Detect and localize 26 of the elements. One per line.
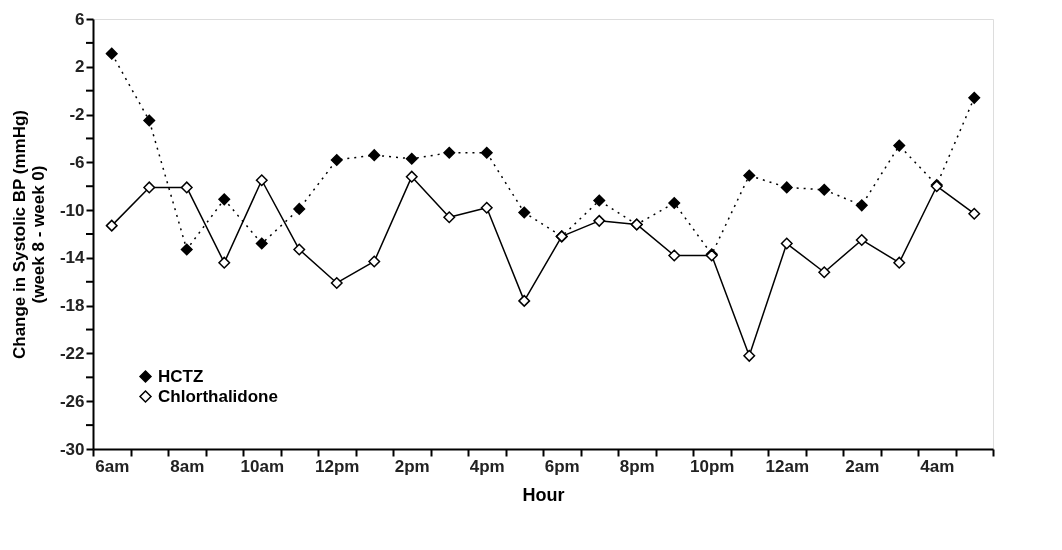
x-tick-label: 12am	[765, 456, 809, 476]
y-tick-label: -30	[59, 439, 85, 459]
legend-label: Chlorthalidone	[158, 386, 278, 406]
y-tick-label: 6	[75, 9, 85, 29]
y-tick-label: -10	[59, 200, 85, 220]
x-tick-label: 2pm	[394, 456, 430, 476]
x-tick-label: 6pm	[544, 456, 580, 476]
y-tick-label: -2	[69, 105, 85, 125]
y-tick-label: -26	[59, 391, 85, 411]
x-tick-label: 6am	[95, 456, 130, 476]
y-tick-label: -14	[59, 248, 86, 268]
x-axis-title: Hour	[522, 484, 565, 505]
x-tick-label: 10am	[240, 456, 284, 476]
x-tick-label: 4pm	[469, 456, 505, 476]
y-axis-title: Change in Systolic BP (mmHg) (week 8 - week 0)	[9, 109, 48, 360]
y-tick-label: -6	[69, 152, 85, 172]
x-tick-label: 12pm	[315, 456, 360, 476]
y-tick-label: -18	[59, 296, 85, 316]
x-tick-label: 10pm	[690, 456, 735, 476]
legend-label: HCTZ	[158, 366, 204, 386]
y-tick-label: -22	[59, 343, 85, 363]
x-tick-label: 4am	[920, 456, 955, 476]
y-tick-label: 2	[75, 57, 85, 77]
x-tick-label: 8am	[170, 456, 205, 476]
x-tick-label: 8pm	[619, 456, 655, 476]
x-tick-label: 2am	[845, 456, 880, 476]
